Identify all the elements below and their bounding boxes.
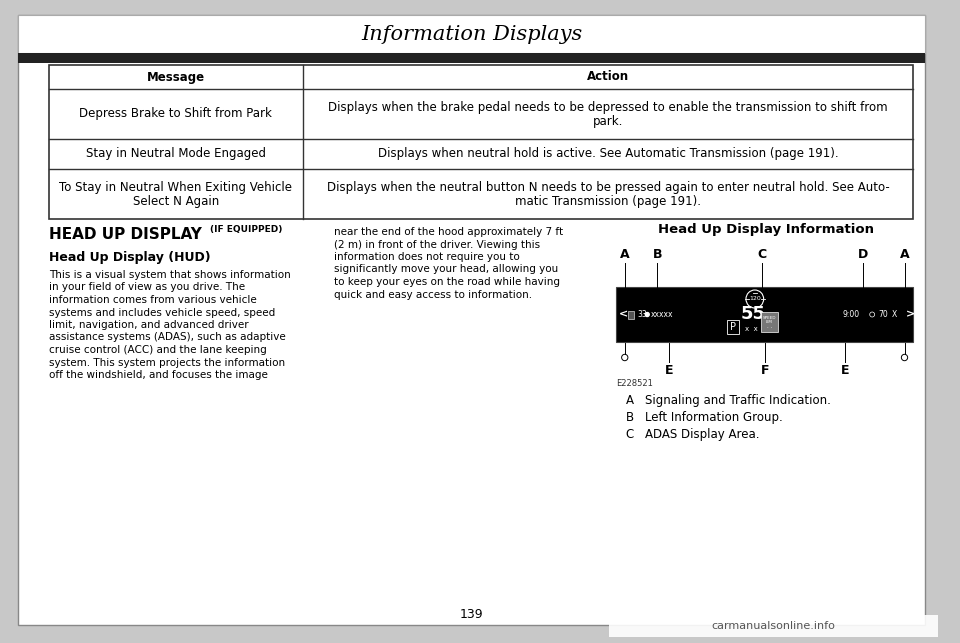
Text: x  x: x x — [745, 326, 757, 332]
Text: A: A — [900, 248, 909, 261]
Text: >: > — [905, 309, 915, 320]
Text: Message: Message — [147, 71, 204, 84]
Bar — [760, 312, 779, 332]
Text: 33: 33 — [637, 310, 647, 319]
Text: Left Information Group.: Left Information Group. — [645, 411, 783, 424]
Bar — [17, 53, 925, 63]
Text: <: < — [619, 309, 628, 320]
Text: xxxxx: xxxxx — [651, 310, 674, 319]
Bar — [628, 311, 635, 318]
Circle shape — [645, 312, 649, 316]
Text: to keep your eyes on the road while having: to keep your eyes on the road while havi… — [334, 277, 560, 287]
Text: D: D — [857, 248, 868, 261]
Text: systems and includes vehicle speed, speed: systems and includes vehicle speed, spee… — [49, 307, 276, 318]
Bar — [728, 320, 739, 334]
Text: A: A — [620, 248, 630, 261]
Text: B: B — [653, 248, 662, 261]
Bar — [615, 287, 913, 342]
Text: F: F — [760, 364, 769, 377]
Text: quick and easy access to information.: quick and easy access to information. — [334, 289, 532, 300]
Text: C: C — [757, 248, 766, 261]
Text: cruise control (ACC) and the lane keeping: cruise control (ACC) and the lane keepin… — [49, 345, 267, 355]
Text: X: X — [892, 310, 897, 319]
Text: P: P — [731, 322, 736, 332]
Text: Head Up Display (HUD): Head Up Display (HUD) — [49, 251, 211, 264]
Text: off the windshield, and focuses the image: off the windshield, and focuses the imag… — [49, 370, 268, 380]
Text: 120: 120 — [749, 296, 760, 302]
Text: Depress Brake to Shift from Park: Depress Brake to Shift from Park — [80, 107, 273, 120]
Text: 139: 139 — [460, 608, 483, 622]
Text: B: B — [626, 411, 634, 424]
Text: LIM: LIM — [766, 320, 773, 324]
Bar — [17, 15, 925, 53]
Text: in your field of view as you drive. The: in your field of view as you drive. The — [49, 282, 245, 293]
Text: C: C — [626, 428, 634, 441]
Text: Information Displays: Information Displays — [361, 24, 582, 44]
Text: Stay in Neutral Mode Engaged: Stay in Neutral Mode Engaged — [85, 147, 266, 161]
Text: (2 m) in front of the driver. Viewing this: (2 m) in front of the driver. Viewing th… — [334, 239, 540, 249]
Text: E228521: E228521 — [615, 379, 653, 388]
Text: Signaling and Traffic Indication.: Signaling and Traffic Indication. — [645, 394, 831, 407]
Text: Select N Again: Select N Again — [132, 194, 219, 208]
Text: HEAD UP DISPLAY: HEAD UP DISPLAY — [49, 227, 202, 242]
Text: assistance systems (ADAS), such as adaptive: assistance systems (ADAS), such as adapt… — [49, 332, 286, 343]
Text: near the end of the hood approximately 7 ft: near the end of the hood approximately 7… — [334, 227, 564, 237]
Text: To Stay in Neutral When Exiting Vehicle: To Stay in Neutral When Exiting Vehicle — [60, 181, 292, 194]
Text: matic Transmission (page 191).: matic Transmission (page 191). — [515, 194, 701, 208]
Text: (IF EQUIPPED): (IF EQUIPPED) — [210, 225, 282, 234]
Text: significantly move your head, allowing you: significantly move your head, allowing y… — [334, 264, 558, 275]
Text: 9:00: 9:00 — [843, 310, 860, 319]
Text: system. This system projects the information: system. This system projects the informa… — [49, 358, 285, 368]
Text: 70: 70 — [878, 310, 888, 319]
Text: information does not require you to: information does not require you to — [334, 252, 519, 262]
Bar — [49, 65, 913, 219]
Text: Action: Action — [587, 71, 629, 84]
Text: Displays when the neutral button N needs to be pressed again to enter neutral ho: Displays when the neutral button N needs… — [326, 181, 889, 194]
Text: E: E — [665, 364, 674, 377]
Text: 55: 55 — [740, 305, 765, 323]
Text: . .: . . — [767, 325, 772, 329]
Text: Displays when neutral hold is active. See Automatic Transmission (page 191).: Displays when neutral hold is active. Se… — [377, 147, 838, 161]
Text: limit, navigation, and advanced driver: limit, navigation, and advanced driver — [49, 320, 249, 330]
Text: SPEED: SPEED — [763, 316, 777, 320]
Text: This is a visual system that shows information: This is a visual system that shows infor… — [49, 270, 291, 280]
Bar — [609, 615, 938, 637]
Text: Head Up Display Information: Head Up Display Information — [659, 223, 875, 236]
Text: carmanualsonline.info: carmanualsonline.info — [711, 621, 835, 631]
Text: information comes from various vehicle: information comes from various vehicle — [49, 295, 257, 305]
Text: E: E — [841, 364, 850, 377]
Text: park.: park. — [592, 114, 623, 127]
Text: ADAS Display Area.: ADAS Display Area. — [645, 428, 759, 441]
Text: A: A — [626, 394, 634, 407]
Text: Displays when the brake pedal needs to be depressed to enable the transmission t: Displays when the brake pedal needs to b… — [328, 100, 888, 114]
